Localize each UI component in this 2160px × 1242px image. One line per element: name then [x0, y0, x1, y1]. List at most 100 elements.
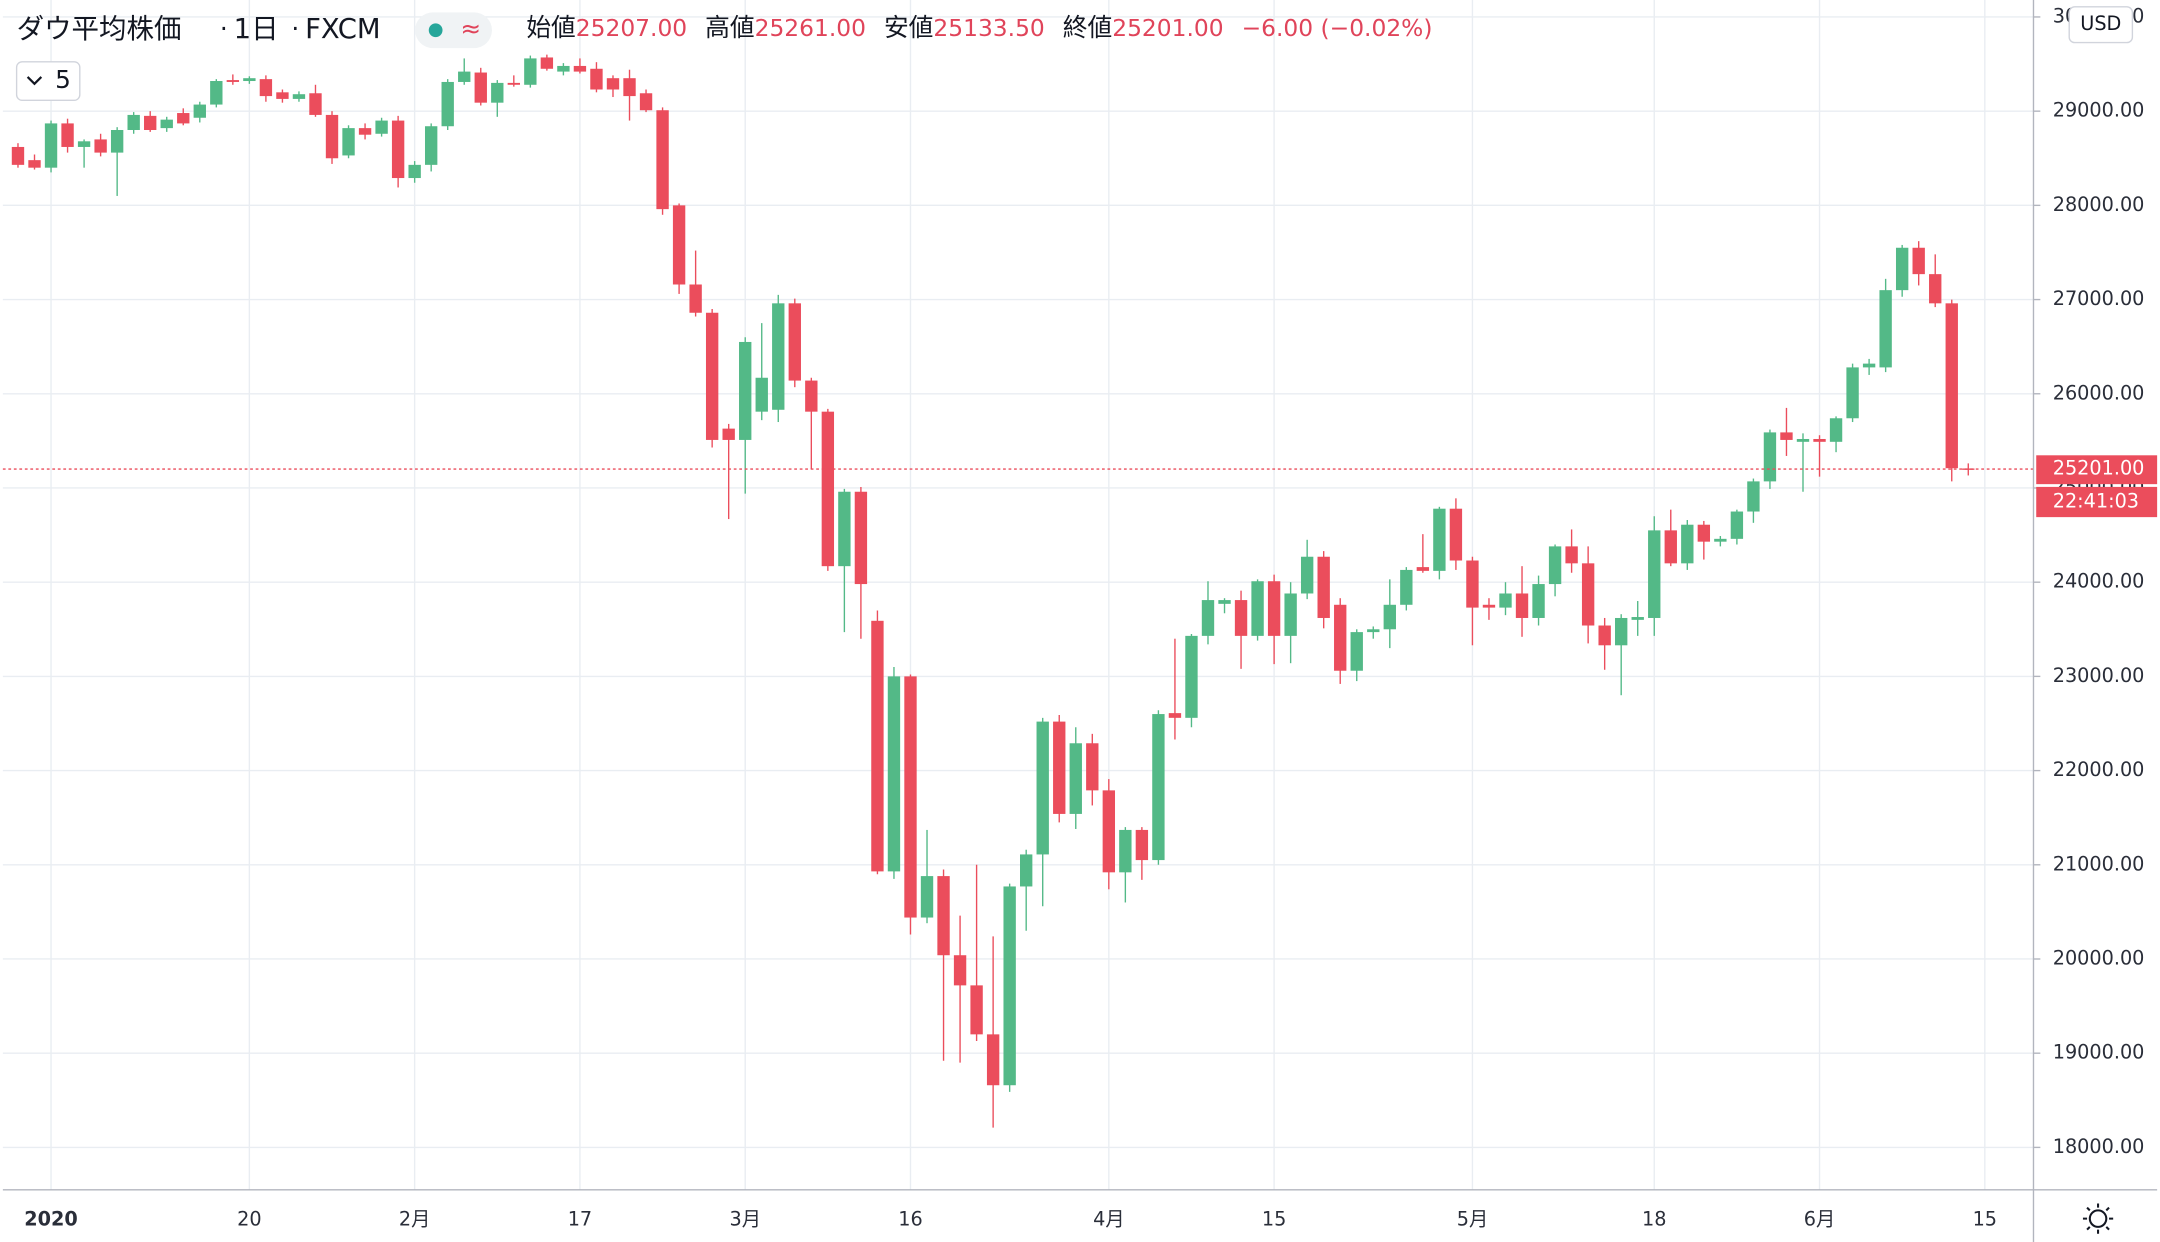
candle-body — [1598, 625, 1611, 646]
candle-body — [904, 676, 917, 918]
header: ダウ平均株価 · 1日 · FXCM ≈ 始値25207.00 高値25261.… — [15, 6, 2134, 1234]
close-value: 25201.00 — [1112, 13, 1223, 41]
candle-body — [1185, 635, 1198, 718]
candle-body — [1300, 556, 1314, 594]
candle-body — [28, 160, 41, 168]
open-value: 25207.00 — [576, 13, 687, 41]
candle-body — [358, 128, 372, 135]
candle-body — [1780, 432, 1793, 440]
candle-body — [1053, 721, 1066, 814]
candle-body — [590, 68, 603, 90]
change-value: −6.00 (−0.02%) — [1242, 13, 1433, 41]
x-tick-label: 6月 — [1804, 1208, 1835, 1231]
interval: 1日 — [234, 14, 279, 45]
candle-body — [1086, 743, 1099, 791]
candle-body — [1813, 438, 1826, 442]
candle-body — [1482, 604, 1496, 608]
candle-body — [1433, 508, 1446, 571]
y-tick-label: 20000.00 — [2053, 946, 2145, 969]
candle-body — [838, 491, 851, 567]
x-tick-label: 18 — [1642, 1208, 1666, 1231]
candle-body — [1532, 584, 1545, 618]
last-price-label: 25201.00 — [2053, 457, 2145, 480]
candle-body — [986, 1034, 1000, 1086]
candle-body — [325, 114, 339, 159]
x-tick-label: 15 — [1973, 1208, 1997, 1231]
x-tick-label: 3月 — [729, 1208, 760, 1231]
candle-body — [458, 71, 471, 82]
candle-body — [491, 82, 504, 103]
delay-icon: ≈ — [460, 14, 481, 43]
candle-body — [1449, 508, 1463, 561]
candle-body — [1201, 600, 1215, 636]
axes: 18000.00 19000.00 20000.00 21000.00 22000.00… — [24, 4, 2158, 1231]
candle-body — [1383, 604, 1396, 630]
candle-body — [61, 123, 74, 147]
candle-body — [1714, 538, 1727, 542]
market-status-dot — [428, 23, 443, 38]
candle-body — [1565, 546, 1578, 564]
candle-body — [1796, 438, 1810, 442]
candle-body — [77, 141, 91, 147]
candle-body — [1515, 593, 1529, 618]
source: FXCM — [305, 14, 381, 45]
y-tick-label: 21000.00 — [2053, 852, 2145, 875]
candle-body — [210, 81, 223, 105]
candle-body — [656, 110, 669, 210]
settings-icon[interactable] — [2082, 1203, 2114, 1234]
candle-body — [507, 82, 521, 85]
candle-body — [1251, 581, 1264, 636]
candle-body — [805, 380, 818, 412]
candle-body — [689, 284, 702, 313]
candle-body — [1284, 593, 1297, 636]
grid — [2, 0, 2034, 1190]
candle-body — [1862, 363, 1876, 368]
last-price-badge — [2036, 455, 2158, 485]
y-tick-label: 29000.00 — [2053, 99, 2145, 122]
candle-body — [292, 94, 306, 99]
x-tick-label: 2月 — [399, 1208, 430, 1231]
indicator-toggle[interactable] — [15, 61, 81, 101]
candle-body — [342, 128, 355, 156]
candle-body — [887, 676, 901, 872]
currency-button[interactable] — [2068, 6, 2134, 44]
candle-body — [1152, 714, 1165, 861]
candle-body — [1020, 854, 1033, 887]
candle-body — [871, 620, 884, 872]
candle-body — [772, 303, 785, 410]
candle-body — [1069, 743, 1082, 814]
candle-body — [1102, 790, 1116, 873]
candle-body — [309, 93, 322, 115]
candles — [2, 54, 2034, 1128]
candle-body — [193, 104, 206, 118]
candle-body — [1119, 829, 1132, 873]
candle-body — [259, 79, 273, 97]
candle-body — [1962, 468, 1975, 470]
candle-body — [573, 65, 587, 72]
candle-body — [1466, 560, 1479, 608]
separator: · — [291, 14, 299, 43]
indicator-count: 5 — [55, 65, 71, 94]
candle-body — [1747, 481, 1760, 512]
candle-body — [540, 57, 554, 69]
open-label: 始値 — [526, 13, 575, 42]
candle-body — [1400, 569, 1413, 605]
candle-body — [1846, 367, 1859, 419]
candle-body — [226, 80, 240, 82]
candle-body — [94, 139, 107, 153]
candle-body — [474, 72, 487, 103]
candle-body — [739, 341, 752, 440]
low-value: 25133.50 — [933, 13, 1044, 41]
candle-body — [1416, 567, 1430, 571]
candle-body — [1350, 632, 1363, 671]
candle-body — [44, 123, 58, 168]
status-pill[interactable] — [415, 12, 492, 49]
chevron-icon — [26, 76, 43, 86]
candle-body — [854, 491, 868, 585]
candle-body — [160, 119, 173, 129]
candle-body — [276, 92, 289, 99]
candle-body — [408, 164, 421, 179]
y-tick-label: 28000.00 — [2053, 193, 2145, 216]
